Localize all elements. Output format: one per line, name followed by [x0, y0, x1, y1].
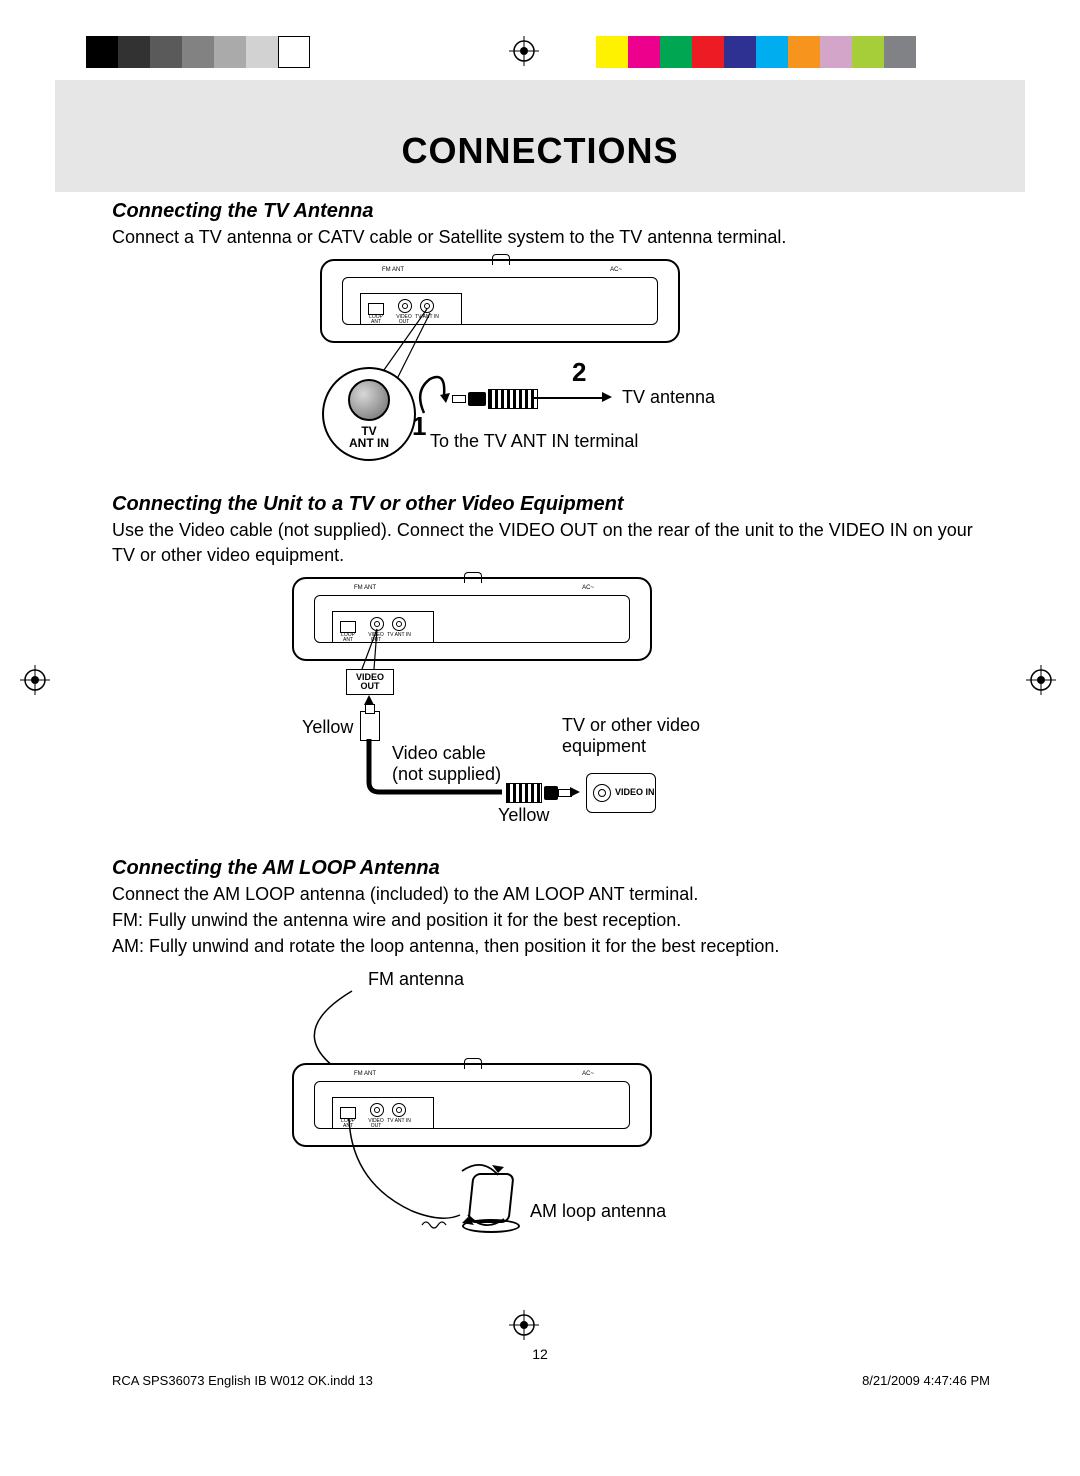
- section2-body: Use the Video cable (not supplied). Conn…: [112, 518, 990, 567]
- section1-body: Connect a TV antenna or CATV cable or Sa…: [112, 225, 990, 249]
- footer-timestamp: 8/21/2009 4:47:46 PM: [862, 1373, 990, 1388]
- manual-page: CONNECTIONS Connecting the TV Antenna Co…: [0, 0, 1080, 1476]
- rca-plug-yellow-icon: [360, 711, 380, 741]
- registration-swatches-left: [86, 36, 310, 68]
- footer-filename: RCA SPS36073 English IB W012 OK.indd 13: [112, 1373, 373, 1388]
- section1-title: Connecting the TV Antenna: [112, 200, 990, 223]
- am-loop-antenna-icon: [462, 1173, 516, 1233]
- section2-figure: FM ANT AC~ LOOP ANT VIDEO OUT TV ANT IN …: [112, 577, 990, 837]
- tv-antenna-label: TV antenna: [622, 387, 715, 408]
- registration-swatches-right: [596, 36, 916, 68]
- section3-title: Connecting the AM LOOP Antenna: [112, 857, 990, 880]
- crosshair-icon: [1026, 665, 1056, 695]
- tv-equipment-label: TV or other videoequipment: [562, 715, 700, 758]
- tv-ant-in-callout: TVANT IN: [322, 367, 416, 461]
- page-title: CONNECTIONS: [401, 130, 678, 172]
- section2-title: Connecting the Unit to a TV or other Vid…: [112, 493, 990, 516]
- crosshair-icon: [509, 1310, 539, 1340]
- video-in-jack-icon: [593, 784, 611, 802]
- am-loop-label: AM loop antenna: [530, 1201, 666, 1222]
- coax-plug-icon: [452, 389, 538, 409]
- page-number: 12: [0, 1346, 1080, 1362]
- video-cable-label: Video cable(not supplied): [392, 743, 501, 786]
- step-1-number: 1: [412, 411, 426, 442]
- step-2-number: 2: [572, 357, 586, 388]
- video-out-label: VIDEO OUT: [346, 669, 394, 695]
- video-in-box: VIDEO IN: [586, 773, 656, 813]
- section3-body3: AM: Fully unwind and rotate the loop ant…: [112, 934, 990, 958]
- section3-body1: Connect the AM LOOP antenna (included) t…: [112, 882, 990, 906]
- section3-body2: FM: Fully unwind the antenna wire and po…: [112, 908, 990, 932]
- crosshair-icon: [509, 36, 539, 66]
- yellow-label-1: Yellow: [302, 717, 353, 738]
- section1-figure: FM ANT AC~ LOOP ANT VIDEO OUT TV ANT IN …: [112, 259, 990, 469]
- tv-ant-in-port-icon: [348, 379, 390, 421]
- rca-plug-icon: [504, 783, 572, 803]
- page-content: Connecting the TV Antenna Connect a TV a…: [112, 200, 990, 1249]
- crosshair-icon: [20, 665, 50, 695]
- yellow-label-2: Yellow: [498, 805, 549, 826]
- terminal-label: To the TV ANT IN terminal: [430, 431, 638, 452]
- fm-antenna-label: FM antenna: [368, 969, 464, 990]
- section3-figure: FM antenna FM ANT AC~ LOOP ANT VIDEO OUT…: [112, 969, 990, 1249]
- page-header: CONNECTIONS: [55, 80, 1025, 192]
